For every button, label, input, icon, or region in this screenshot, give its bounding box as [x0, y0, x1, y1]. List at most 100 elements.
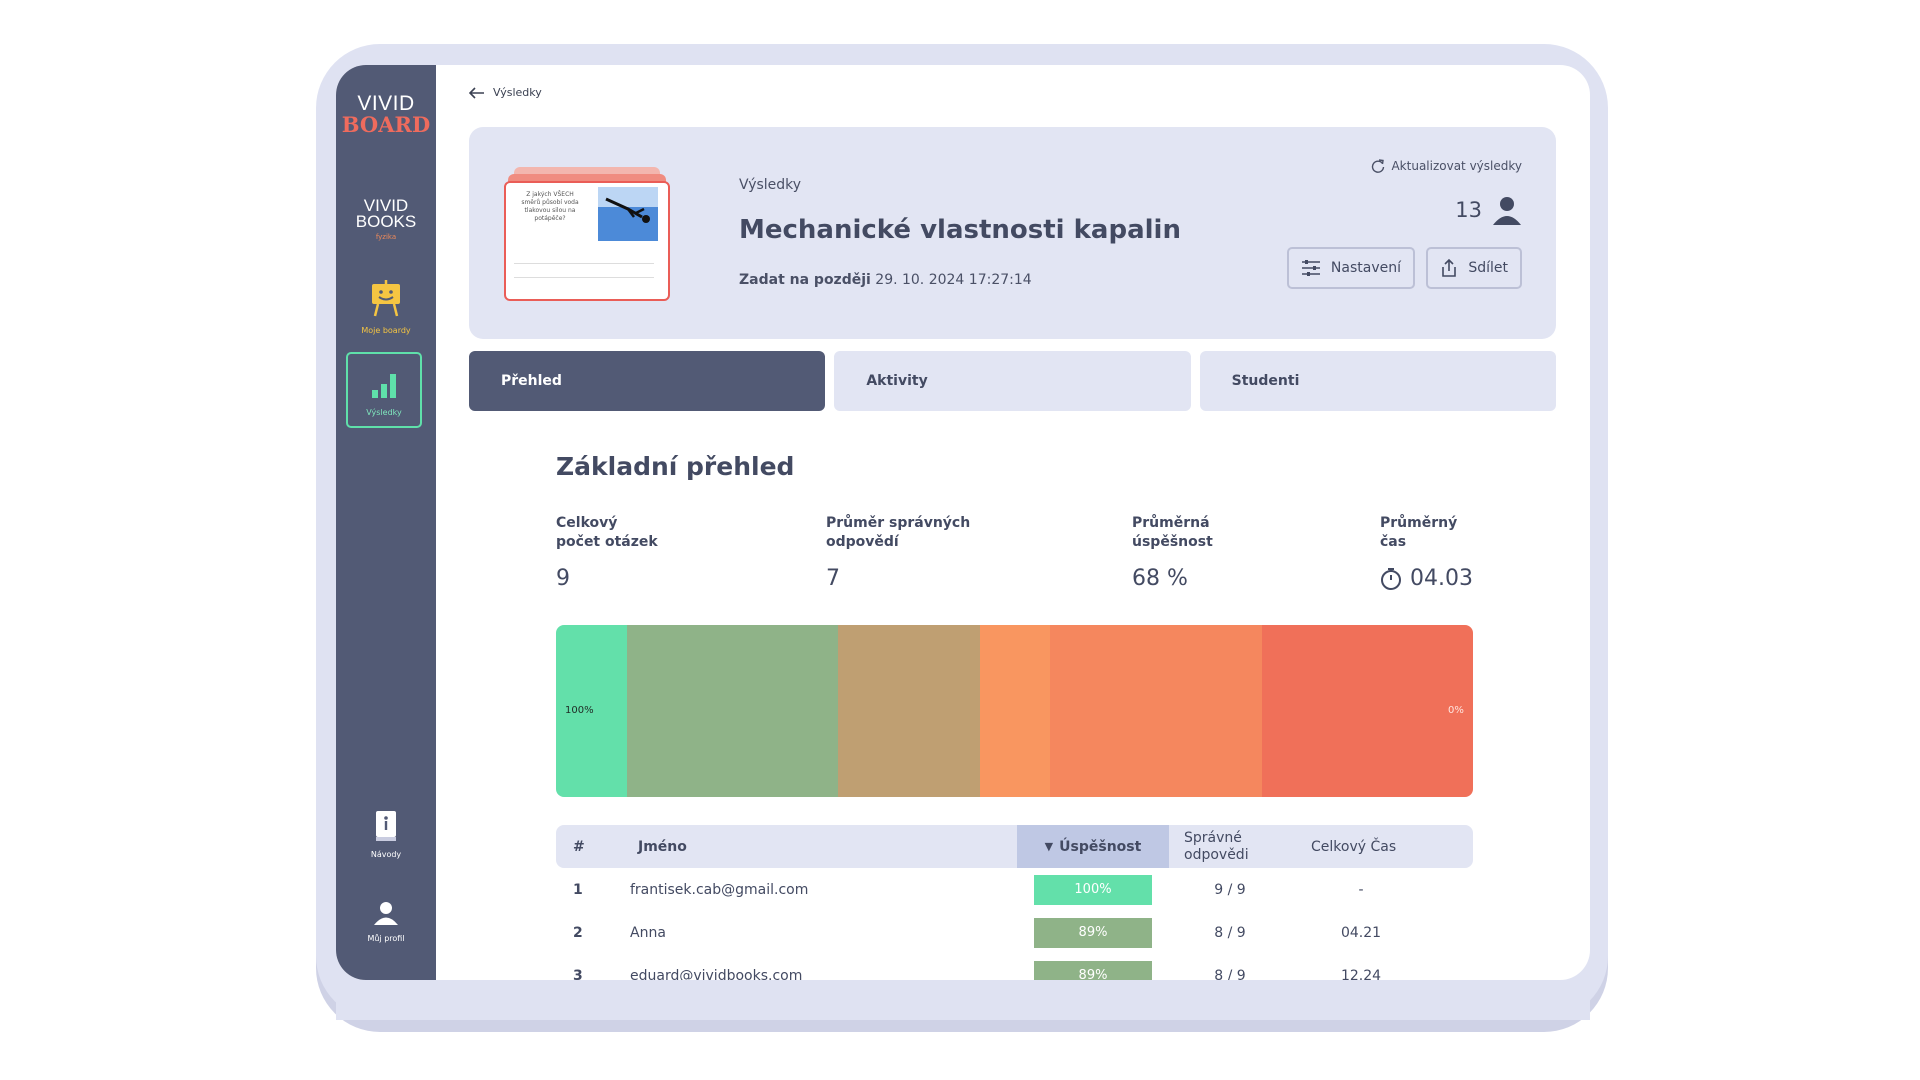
bar-segment [979, 625, 1051, 797]
stat-label: Celkový počet otázek [556, 515, 658, 550]
header-time[interactable]: Celkový Čas [1311, 838, 1397, 855]
results-tabs: Přehled Aktivity Studenti [469, 351, 1556, 411]
share-button-label: Sdílet [1468, 260, 1508, 276]
table-row[interactable]: 2 Anna 89% 8 / 9 04.21 [556, 911, 1473, 954]
sidebar: VIVID BOARD VIVID BOOKS fyzika Moje boar… [336, 65, 436, 980]
sidebar-item-navody[interactable]: Návody [346, 810, 426, 859]
bar-segment [626, 625, 839, 797]
user-icon [1493, 197, 1521, 225]
stat-value: 68 % [1132, 566, 1188, 591]
sidebar-item-moje-boardy[interactable]: Moje boardy [346, 280, 426, 335]
bar-right-label: 0% [1448, 705, 1464, 716]
share-button[interactable]: Sdílet [1426, 247, 1522, 289]
diver-icon [598, 187, 658, 223]
refresh-results-button[interactable]: Aktualizovat výsledky [1371, 159, 1522, 173]
row-index: 2 [573, 924, 583, 941]
student-count-value: 13 [1455, 198, 1482, 222]
info-book-icon [376, 811, 396, 841]
section-title: Základní přehled [556, 452, 795, 481]
row-success-cell: 89% [1034, 911, 1152, 954]
page-title: Mechanické vlastnosti kapalin [739, 215, 1181, 245]
stat-label: Průměrný čas [1380, 515, 1458, 550]
stat-total-questions: Celkový počet otázek 9 [556, 514, 666, 591]
header-name[interactable]: Jméno [638, 838, 687, 855]
vivid-board-logo[interactable]: VIVID BOARD [336, 93, 436, 135]
header-correct[interactable]: Správné odpovědi [1184, 829, 1249, 863]
settings-button-label: Nastavení [1330, 260, 1401, 276]
row-success-cell: 100% [1034, 868, 1152, 911]
sort-down-icon: ▼ [1044, 840, 1054, 853]
tab-prehled[interactable]: Přehled [469, 351, 826, 411]
easel-smiley-icon [372, 280, 400, 317]
arrow-left-icon [469, 86, 484, 99]
stopwatch-icon [1381, 567, 1401, 590]
vivid-books-logo[interactable]: VIVID BOOKS fyzika [336, 196, 436, 242]
board-header-card: Z jakých VŠECH směrů působí voda tlakovo… [469, 127, 1556, 339]
table-header: # Jméno ▼ Úspěšnost Správné odpovědi Cel… [556, 825, 1473, 868]
stat-average-time: Průměrný čas 04.03 [1380, 514, 1473, 591]
board-thumbnail[interactable]: Z jakých VŠECH směrů působí voda tlakovo… [504, 167, 670, 301]
bar-segment [1262, 625, 1473, 797]
header-index: # [573, 838, 585, 855]
row-time: 04.21 [1340, 924, 1382, 941]
row-time: - [1358, 881, 1364, 898]
header-success[interactable]: ▼ Úspěšnost [1017, 825, 1169, 868]
row-name: Anna [630, 924, 666, 941]
stat-average-success: Průměrná úspěšnost 68 % [1132, 514, 1232, 591]
sidebar-item-label: Výsledky [366, 408, 402, 417]
thumbnail-question-text: Z jakých VŠECH směrů působí voda tlakovo… [521, 191, 579, 222]
tablet-bezel-bottom [336, 980, 1590, 1020]
bar-left-label: 100% [565, 705, 594, 716]
row-correct: 9 / 9 [1214, 881, 1246, 898]
bar-segment [838, 625, 980, 797]
row-name: frantisek.cab@gmail.com [630, 881, 809, 898]
header-kicker: Výsledky [739, 177, 802, 193]
students-table: # Jméno ▼ Úspěšnost Správné odpovědi Cel… [556, 825, 1473, 997]
share-icon [1442, 258, 1457, 277]
row-index: 1 [573, 881, 583, 898]
row-time: 12.24 [1340, 967, 1382, 984]
tab-studenti[interactable]: Studenti [1199, 351, 1556, 411]
logo-books-line1: VIVID [363, 196, 409, 215]
header-assignment: Zadat na později 29. 10. 2024 17:27:14 [739, 272, 1032, 288]
stat-value: 9 [556, 566, 570, 591]
assignment-date: 29. 10. 2024 17:27:14 [875, 272, 1032, 288]
stat-value: 04.03 [1410, 566, 1473, 591]
stat-average-correct: Průměr správných odpovědí 7 [826, 514, 976, 591]
diver-image [598, 187, 658, 241]
back-link[interactable]: Výsledky [469, 86, 542, 99]
refresh-icon [1372, 159, 1385, 173]
stat-value: 7 [826, 566, 840, 591]
student-count: 13 [1455, 195, 1522, 225]
logo-board-line1: VIVID [357, 92, 415, 115]
logo-books-line2: BOOKS [355, 212, 417, 232]
tab-aktivity[interactable]: Aktivity [834, 351, 1191, 411]
sidebar-item-label: Moje boardy [361, 326, 411, 335]
logo-books-subject: fyzika [375, 233, 397, 242]
row-correct: 8 / 9 [1214, 924, 1246, 941]
row-correct: 8 / 9 [1214, 967, 1246, 984]
bar-chart-icon [372, 374, 396, 398]
refresh-results-label: Aktualizovat výsledky [1391, 159, 1522, 173]
stat-value-row: 04.03 [1380, 566, 1473, 591]
header-success-label: Úspěšnost [1059, 838, 1142, 855]
user-icon [374, 902, 398, 925]
stat-label: Průměrná úspěšnost [1132, 515, 1213, 550]
settings-button[interactable]: Nastavení [1286, 247, 1415, 289]
row-index: 3 [573, 967, 583, 984]
success-badge: 100% [1034, 874, 1152, 905]
logo-board-line2: BOARD [341, 112, 431, 137]
row-name: eduard@vividbooks.com [630, 967, 803, 984]
table-body: 1 frantisek.cab@gmail.com 100% 9 / 9 - 2 Anna 8… [556, 868, 1473, 997]
sidebar-item-label: Návody [370, 850, 402, 859]
table-row[interactable]: 1 frantisek.cab@gmail.com 100% 9 / 9 - [556, 868, 1473, 911]
success-badge: 89% [1034, 917, 1152, 948]
bar-segment [556, 625, 627, 797]
back-link-label: Výsledky [493, 86, 542, 99]
bar-segment [1050, 625, 1263, 797]
sidebar-item-muj-profil[interactable]: Můj profil [346, 900, 426, 943]
sidebar-item-vysledky[interactable]: Výsledky [346, 352, 422, 428]
success-distribution-bar [556, 625, 1473, 797]
stat-label: Průměr správných odpovědí [826, 515, 971, 550]
sliders-icon [1301, 260, 1320, 276]
